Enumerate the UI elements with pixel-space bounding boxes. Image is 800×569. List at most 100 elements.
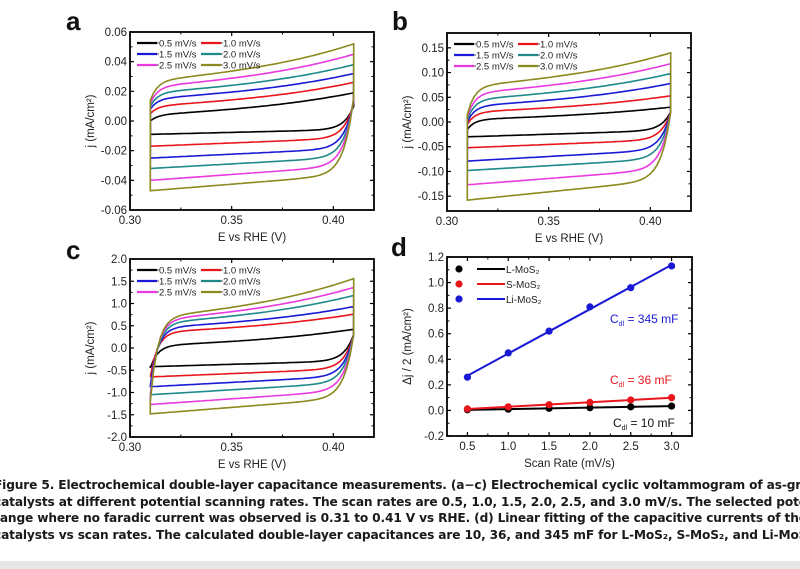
series-line-2-5-mV-s bbox=[149, 53, 355, 182]
series-line-0-5-mV-s bbox=[149, 91, 355, 136]
series-line-1-0-mV-s bbox=[149, 313, 355, 378]
panel-letter: d bbox=[391, 232, 407, 262]
plot-area bbox=[466, 51, 672, 201]
caption-line: Figure 5. Electrochemical double-layer c… bbox=[0, 478, 800, 492]
x-tick-label: 0.40 bbox=[322, 215, 344, 227]
x-tick-label: 0.40 bbox=[322, 442, 344, 454]
plot-frame bbox=[446, 256, 693, 437]
plot-frame bbox=[129, 258, 375, 438]
data-point bbox=[667, 394, 676, 402]
data-point bbox=[586, 404, 594, 412]
x-tick-label: 0.30 bbox=[119, 215, 141, 227]
plot-area bbox=[149, 42, 355, 192]
y-tick-label: -0.10 bbox=[418, 166, 444, 178]
x-axis-label: E vs RHE (V) bbox=[535, 233, 604, 245]
y-tick-label: 1.5 bbox=[111, 276, 127, 288]
x-tick-label: 0.30 bbox=[119, 442, 141, 454]
y-tick-label: 0.8 bbox=[428, 303, 444, 315]
legend-label: 0.5 mV/s bbox=[159, 266, 197, 277]
y-tick-label: 0.00 bbox=[422, 117, 444, 129]
panel-letter: b bbox=[392, 6, 408, 36]
caption-line: catalysts vs scan rates. The calculated … bbox=[0, 527, 800, 542]
legend-label: Li-MoS₂ bbox=[506, 295, 542, 306]
legend-label: 0.5 mV/s bbox=[159, 39, 197, 50]
legend-label: 2.0 mV/s bbox=[540, 51, 578, 62]
cdl-value: = 10 mF bbox=[627, 416, 675, 430]
chart-panel-a: a -0.06 -0.04 -0.02 0.00 0.02 0.04 0.06 0.30 0.35… bbox=[66, 6, 375, 244]
x-tick-label: 0.35 bbox=[537, 216, 559, 228]
legend-label: 2.5 mV/s bbox=[476, 62, 514, 73]
legend-label: 1.0 mV/s bbox=[223, 39, 261, 50]
legend-label: 1.0 mV/s bbox=[223, 266, 261, 277]
panel-letter: a bbox=[66, 6, 81, 36]
legend-marker bbox=[455, 295, 463, 303]
y-axis-label: j (mA/cm²) bbox=[402, 95, 414, 149]
x-axis-label: E vs RHE (V) bbox=[218, 232, 287, 244]
x-tick-label: 1.5 bbox=[541, 441, 557, 453]
series-line-2-5-mV-s bbox=[466, 62, 672, 186]
y-tick-label: 0.04 bbox=[105, 57, 128, 69]
y-tick-label: 0.05 bbox=[422, 92, 444, 104]
series-line-2-5-mV-s bbox=[149, 286, 355, 406]
cdl-annotation: Cdl = 36 mF bbox=[610, 373, 672, 389]
y-tick-label: 0.02 bbox=[105, 86, 127, 98]
x-tick-label: 3.0 bbox=[664, 441, 680, 453]
y-tick-label: 0.10 bbox=[422, 68, 444, 80]
x-tick-label: 0.5 bbox=[459, 441, 475, 453]
panel-letter: c bbox=[66, 235, 80, 265]
series-line-0-5-mV-s bbox=[466, 106, 672, 138]
data-point bbox=[627, 396, 635, 404]
x-tick-label: 2.0 bbox=[582, 441, 598, 453]
y-tick-label: 0.0 bbox=[428, 405, 444, 417]
legend-label: 1.5 mV/s bbox=[159, 277, 197, 288]
y-tick-label: 0.4 bbox=[428, 354, 445, 366]
series-line-1-5-mV-s bbox=[466, 82, 672, 162]
legend-label: 1.0 mV/s bbox=[540, 40, 578, 51]
y-tick-label: 1.0 bbox=[428, 278, 444, 290]
y-tick-label: -0.2 bbox=[424, 431, 444, 443]
y-tick-label: -0.15 bbox=[418, 191, 444, 203]
data-point bbox=[463, 405, 472, 413]
cdl-subscript: dl bbox=[619, 382, 625, 389]
x-tick-label: 2.5 bbox=[623, 441, 639, 453]
legend-label: 3.0 mV/s bbox=[540, 62, 578, 73]
y-tick-label: -1.0 bbox=[107, 388, 127, 400]
x-axis-label: E vs RHE (V) bbox=[218, 459, 287, 471]
chart-panel-b: b -0.15 -0.10 -0.05 0.00 0.05 0.10 0.15 0.30 0.35… bbox=[392, 6, 692, 245]
fit-line-0 bbox=[467, 405, 672, 411]
y-tick-label: 0.15 bbox=[422, 43, 444, 55]
series-line-1-0-mV-s bbox=[149, 81, 355, 148]
bottom-scroll-area bbox=[0, 561, 800, 569]
y-tick-label: -0.02 bbox=[101, 146, 127, 158]
data-point bbox=[667, 402, 676, 410]
cdl-value: = 36 mF bbox=[624, 373, 672, 387]
data-point bbox=[586, 303, 594, 311]
figure-caption: Figure 5. Electrochemical double-layer c… bbox=[0, 477, 800, 543]
y-tick-label: 0.6 bbox=[428, 329, 444, 341]
legend-label: 1.5 mV/s bbox=[159, 50, 197, 61]
x-axis-label: Scan Rate (mV/s) bbox=[524, 458, 615, 470]
chart-panel-d: d -0.2 0.0 0.2 0.4 0.6 0.8 1.0 1.2 0.5 1.0 1.5 2.0 2.… bbox=[391, 232, 693, 470]
cdl-value: = 345 mF bbox=[624, 312, 678, 326]
chart-panel-c: c -2.0 -1.5 -1.0 -0.5 0.0 0.5 1.0 1.5 2.0 0.30 0.35… bbox=[66, 235, 375, 471]
fit-line-2 bbox=[466, 263, 673, 377]
y-axis-label: Δj / 2 (mA/cm²) bbox=[402, 308, 414, 385]
y-tick-label: -0.06 bbox=[101, 205, 127, 217]
data-point bbox=[627, 284, 635, 292]
series-line-3-0-mV-s bbox=[149, 42, 355, 192]
legend-label: S-MoS₂ bbox=[506, 280, 541, 291]
y-axis-label: j (mA/cm²) bbox=[85, 94, 97, 148]
y-tick-label: 1.2 bbox=[428, 252, 444, 264]
cdl-subscript: dl bbox=[622, 425, 628, 432]
legend-label: 2.5 mV/s bbox=[159, 61, 197, 72]
legend-label: 1.5 mV/s bbox=[476, 51, 514, 62]
x-tick-label: 0.35 bbox=[220, 215, 242, 227]
y-tick-label: -0.04 bbox=[101, 175, 128, 187]
data-point bbox=[463, 373, 472, 381]
legend-label: L-MoS₂ bbox=[506, 265, 539, 276]
series-line-0-5-mV-s bbox=[149, 328, 355, 369]
plot-area bbox=[463, 262, 676, 414]
y-tick-label: 0.5 bbox=[111, 321, 127, 333]
y-tick-label: 0.2 bbox=[428, 380, 444, 392]
